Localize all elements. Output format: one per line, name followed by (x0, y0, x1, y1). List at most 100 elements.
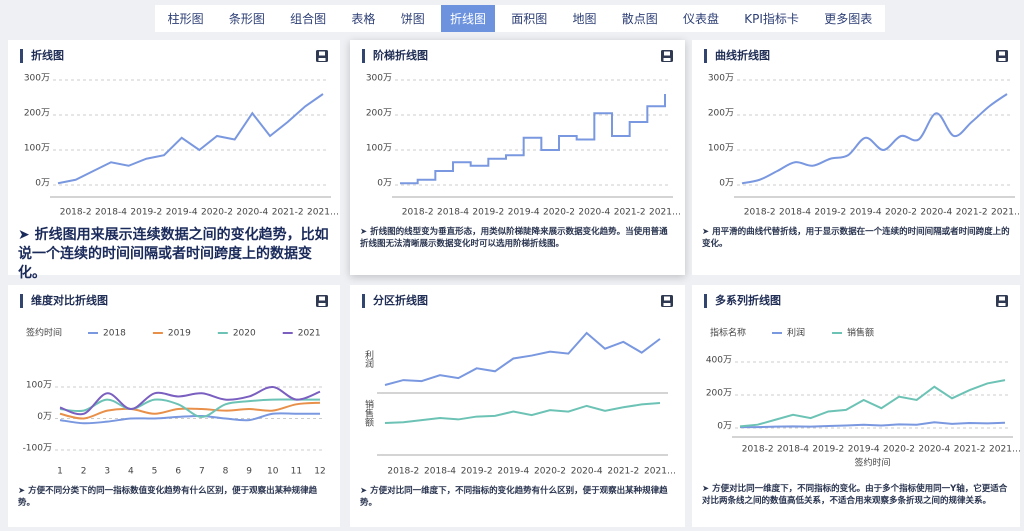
x-tick-label: 2021-2 (956, 208, 988, 218)
y-tick-label: 400万 (706, 356, 732, 366)
icon-label (318, 303, 326, 306)
x-tick-label: 2020-4 (918, 445, 950, 455)
y-tick-label: 200万 (708, 109, 734, 119)
description: ➤ 方便不同分类下的同一指标数值变化趋势有什么区别，便于观察出某种规律趋势。 (18, 486, 318, 508)
x-tick-label: 2018-4 (777, 445, 809, 455)
y-tick-label: 100万 (26, 381, 52, 391)
series-line (400, 94, 666, 185)
chart-tab[interactable]: 折线图 (440, 5, 495, 32)
save-icon[interactable] (996, 50, 1008, 62)
chart-tab[interactable]: 组合图 (290, 12, 327, 26)
y-tick-label: 100万 (366, 144, 392, 154)
series-line (384, 402, 661, 424)
card-title: 分区折线图 (362, 294, 428, 308)
x-tick-label: 2018-2 (744, 208, 776, 218)
x-tick-label: 2 (81, 467, 87, 477)
save-icon[interactable] (996, 295, 1008, 307)
card-title: 多系列折线图 (704, 294, 781, 308)
icon-slot (319, 296, 325, 301)
x-tick-label: 9 (246, 467, 252, 477)
save-icon[interactable] (316, 295, 328, 307)
chart-card: 多系列折线图 0万 200万 400万 2018-2 2018-4 2019-2 2019-4… (692, 285, 1020, 527)
chart-tab[interactable]: 更多图表 (824, 12, 873, 26)
x-tick-label: 2021-2 (614, 208, 646, 218)
chart-tab[interactable]: 散点图 (621, 12, 658, 26)
chart-tab[interactable]: 柱形图 (167, 12, 204, 26)
series-line (59, 412, 320, 425)
chart-card: 分区折线图 2018-2 2018-4 2019-2 2019-4 2020-2 2020-… (350, 285, 685, 527)
x-tick-label: 2019-4 (166, 208, 198, 218)
save-icon[interactable] (316, 50, 328, 62)
chart-tab[interactable]: 表格 (351, 12, 376, 26)
x-tick-label: 2019-4 (848, 445, 880, 455)
panel-label: 销售额 (363, 398, 374, 427)
series-line (741, 93, 1008, 185)
chart-tab[interactable]: 面积图 (511, 12, 548, 26)
x-tick-label: 2020-4 (236, 208, 268, 218)
x-tick-label: 2018-2 (742, 445, 774, 455)
icon-slot (664, 296, 670, 301)
legend-label: 2019 (168, 329, 191, 339)
x-tick-label: 2021-2 (607, 467, 639, 477)
x-tick-label: 2021… (991, 208, 1020, 218)
x-tick-label: 2021… (644, 467, 676, 477)
y-tick-label: 300万 (24, 74, 50, 84)
description: ➤ 折线图用来展示连续数据之间的变化趋势，比如说一个连续的时间间隔或者时间跨度上… (18, 227, 329, 281)
legend-label: 2020 (233, 329, 256, 339)
x-tick-label: 2019-4 (508, 208, 540, 218)
chart-card: 曲线折线图 0万 100万 200万 300万 2018-2 2018-4 2019-2 201… (692, 40, 1020, 275)
x-tick-label: 2019-2 (472, 208, 504, 218)
panel-label: 利润 (363, 349, 374, 368)
description: ➤ 折线图的线型变为垂直形态，用类似阶梯陡降来展示数据变化趋势。当使用普通折线图… (360, 227, 668, 249)
x-tick-label: 2019-2 (812, 445, 844, 455)
chart-tab[interactable]: 地图 (572, 12, 597, 26)
x-tick-label: 2020-4 (920, 208, 952, 218)
x-tick-label: 2021… (307, 208, 339, 218)
x-tick-label: 2018-4 (95, 208, 127, 218)
save-icon[interactable] (661, 295, 673, 307)
icon-label (318, 58, 326, 61)
chart-card: 折线图 0万 100万 200万 300万 2018-2 2018-4 2019-2 2019-… (8, 40, 340, 281)
chart: 0万 200万 400万 2018-2 2018-4 2019-2 2019-4 2020-2… (706, 295, 1020, 469)
y-tick-label: 0万 (719, 179, 734, 189)
series-line (739, 379, 1006, 428)
x-tick-label: 3 (104, 467, 110, 477)
x-tick-label: 11 (291, 467, 302, 477)
icon-label (998, 58, 1006, 61)
chart-tab[interactable]: 饼图 (400, 12, 425, 26)
x-tick-label: 8 (223, 467, 229, 477)
y-tick-label: 0万 (717, 422, 732, 432)
x-tick-label: 2021-2 (272, 208, 304, 218)
chart-tab[interactable]: 条形图 (228, 12, 265, 26)
x-tick-label: 2020-4 (571, 467, 603, 477)
y-tick-label: 200万 (366, 109, 392, 119)
icon-label (663, 58, 671, 61)
chart-tab[interactable]: 仪表盘 (683, 12, 720, 26)
icon-label (663, 303, 671, 306)
description: ➤ 方便对比同一维度下，不同指标的变化趋势有什么区别，便于观察出某种规律趋势。 (360, 486, 668, 508)
y-tick-label: 200万 (706, 389, 732, 399)
x-tick-label: 2019-2 (461, 467, 493, 477)
x-tick-label: 2019-4 (850, 208, 882, 218)
x-tick-label: 2018-4 (424, 467, 456, 477)
series-line (740, 421, 1006, 429)
legend-label: 销售额 (847, 327, 874, 339)
series-line (384, 331, 661, 386)
x-tick-label: 2020-2 (885, 208, 917, 218)
x-tick-label: 2020-2 (534, 467, 566, 477)
chart-type-tabs: 柱形图 条形图 组合图 表格 饼图 折线图 面积图 地图 散点图 仪表盘 KPI指标卡 更多图表 (155, 5, 885, 32)
x-tick-label: 1 (57, 467, 63, 477)
x-tick-label: 2018-2 (402, 208, 434, 218)
y-tick-label: -100万 (23, 444, 52, 454)
x-tick-label: 2018-2 (60, 208, 92, 218)
x-axis-title: 签约时间 (854, 457, 890, 469)
x-tick-label: 2020-4 (578, 208, 610, 218)
save-icon[interactable] (661, 50, 673, 62)
y-tick-label: 100万 (708, 144, 734, 154)
x-tick-label: 7 (199, 467, 205, 477)
icon-slot (999, 296, 1005, 301)
card-title: 维度对比折线图 (20, 294, 108, 308)
chart-tab[interactable]: KPI指标卡 (744, 12, 799, 26)
